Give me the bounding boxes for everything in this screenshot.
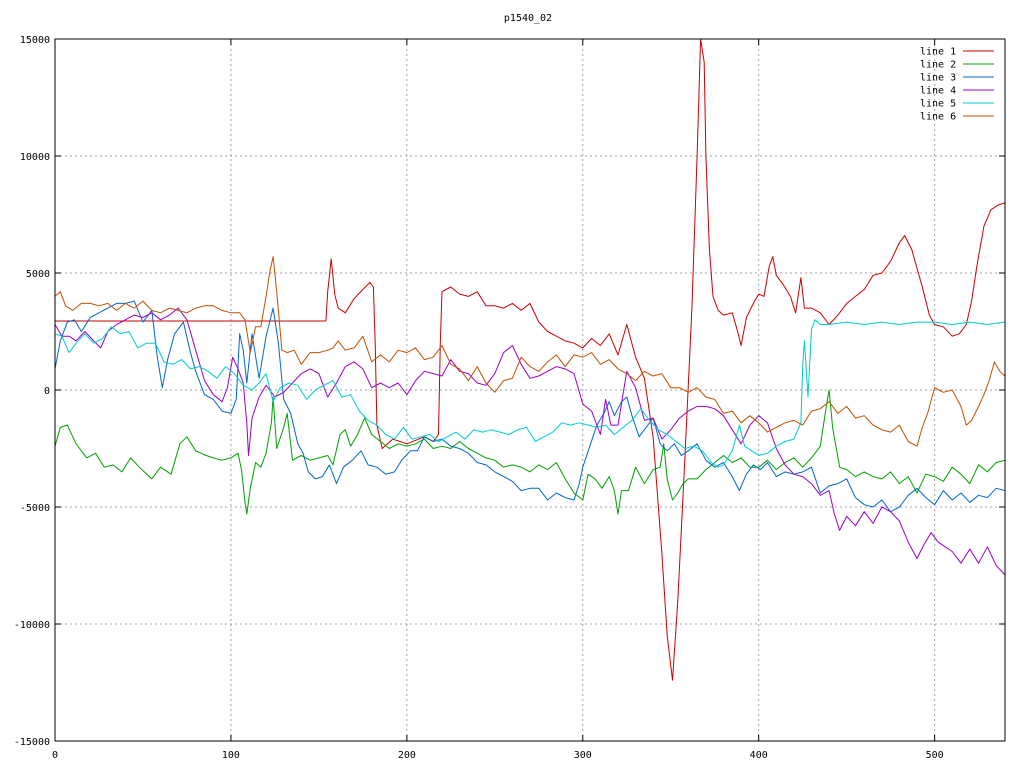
legend-label-3: line 3 — [920, 73, 956, 84]
series-line-6 — [55, 256, 1005, 447]
y-tick-label: 0 — [44, 386, 50, 397]
y-tick-label: 10000 — [20, 152, 50, 163]
y-tick-label: 5000 — [26, 269, 50, 280]
x-tick-label: 100 — [222, 750, 240, 761]
legend-label-4: line 4 — [920, 86, 956, 97]
y-tick-label: -15000 — [14, 737, 50, 748]
legend-label-1: line 1 — [920, 47, 956, 58]
legend-label-5: line 5 — [920, 99, 956, 110]
series-line-1 — [55, 39, 1005, 681]
x-tick-label: 0 — [52, 750, 58, 761]
grid — [55, 39, 1005, 741]
y-tick-label: -10000 — [14, 620, 50, 631]
series-line-3 — [55, 300, 1005, 513]
chart-title: p1540_02 — [504, 13, 552, 24]
legend-label-2: line 2 — [920, 60, 956, 71]
x-tick-label: 200 — [398, 750, 416, 761]
y-tick-label: 15000 — [20, 35, 50, 46]
series-line-2 — [55, 389, 1005, 515]
x-tick-label: 300 — [574, 750, 592, 761]
y-tick-label: -5000 — [20, 503, 50, 514]
x-tick-label: 400 — [750, 750, 768, 761]
legend: line 1 line 2 line 3 line 4 line 5 line 6 — [920, 47, 994, 123]
axis-ticks: 0 100 200 300 400 500 -15000 -10000 -5000 0 5000 10… — [14, 35, 1005, 761]
series-line-5 — [55, 319, 1005, 468]
legend-label-6: line 6 — [920, 112, 956, 123]
series-layer — [55, 39, 1005, 681]
plot-frame — [54, 38, 1006, 742]
series-line-4 — [55, 307, 1005, 576]
x-tick-label: 500 — [926, 750, 944, 761]
